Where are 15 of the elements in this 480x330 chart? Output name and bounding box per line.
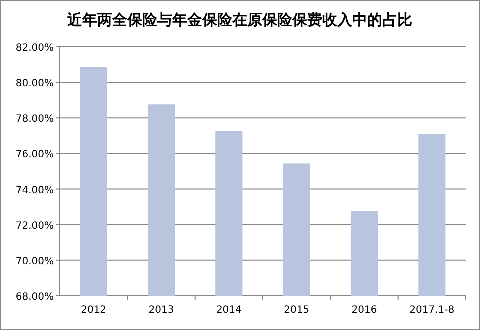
x-tick-label: 2016 [352, 305, 378, 316]
y-tick-label: 78.00% [16, 114, 54, 126]
x-tick-label: 2013 [148, 305, 174, 316]
y-tick-label: 76.00% [16, 150, 54, 161]
x-tick-label: 2017.1-8 [410, 305, 455, 316]
y-tick-label: 74.00% [16, 185, 54, 196]
y-tick-label: 68.00% [16, 292, 54, 303]
y-tick-label: 82.00% [16, 43, 54, 54]
chart-title: 近年两全保险与年金保险在原保险保费收入中的占比 [66, 11, 412, 29]
y-tick-label: 80.00% [16, 78, 54, 90]
y-tick-label: 72.00% [16, 220, 54, 232]
x-tick-label: 2012 [81, 305, 107, 316]
y-tick-label: 70.00% [16, 256, 54, 268]
x-tick-label: 2015 [284, 305, 310, 316]
x-tick-label: 2014 [216, 305, 242, 316]
